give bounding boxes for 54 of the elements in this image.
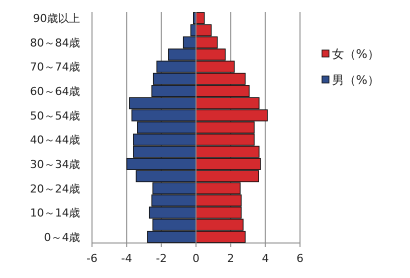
bar bbox=[152, 72, 196, 85]
legend-label: 女（%） bbox=[332, 47, 380, 61]
bar bbox=[137, 122, 196, 134]
y-tick-label: 30～34歳 bbox=[30, 158, 80, 171]
bar bbox=[182, 36, 196, 48]
bar bbox=[196, 60, 235, 73]
bar bbox=[133, 134, 196, 146]
y-tick-label: 90歳以上 bbox=[33, 12, 80, 26]
bar bbox=[126, 158, 196, 170]
bar bbox=[152, 182, 196, 194]
bar bbox=[196, 182, 241, 194]
bar bbox=[196, 134, 255, 146]
bar bbox=[196, 170, 259, 182]
bar bbox=[168, 48, 196, 61]
bar bbox=[152, 218, 196, 231]
y-tick-label: 70～74歳 bbox=[30, 60, 80, 74]
bar bbox=[147, 230, 196, 243]
x-tick-label: -2 bbox=[156, 252, 167, 265]
bar bbox=[131, 109, 196, 122]
bar bbox=[156, 60, 196, 73]
bar bbox=[196, 158, 261, 170]
bar bbox=[196, 72, 246, 85]
x-tick-label: -4 bbox=[121, 252, 132, 265]
bar bbox=[196, 194, 242, 206]
bar bbox=[196, 48, 226, 61]
x-tick-label: -6 bbox=[86, 252, 98, 265]
bar bbox=[196, 36, 218, 48]
y-tick-label: 80～84歳 bbox=[30, 36, 80, 50]
y-tick-label: 0～4歳 bbox=[44, 230, 80, 244]
bar bbox=[196, 146, 260, 158]
x-tick-label: 2 bbox=[227, 252, 234, 265]
bar bbox=[196, 230, 246, 243]
bar bbox=[196, 97, 260, 110]
bar bbox=[151, 85, 196, 98]
x-tick-label: 6 bbox=[296, 252, 304, 265]
bar bbox=[133, 146, 196, 158]
bar bbox=[196, 24, 212, 36]
y-tick-label: 10～14歳 bbox=[30, 206, 80, 220]
x-tick-label: 0 bbox=[192, 252, 200, 265]
bar bbox=[136, 170, 196, 182]
x-tick-label: 4 bbox=[262, 252, 269, 265]
bar bbox=[151, 194, 196, 206]
bar bbox=[196, 109, 268, 122]
y-tick-label: 20～24歳 bbox=[30, 182, 80, 196]
y-tick-label: 40～44歳 bbox=[30, 134, 80, 147]
bar bbox=[196, 206, 242, 219]
bar bbox=[129, 97, 196, 110]
bar bbox=[196, 85, 250, 98]
bar bbox=[148, 206, 196, 219]
y-tick-label: 60～64歳 bbox=[30, 85, 80, 98]
y-tick-label: 50～54歳 bbox=[30, 109, 80, 122]
bar bbox=[196, 218, 244, 231]
bar bbox=[196, 122, 255, 134]
legend-label: 男（%） bbox=[332, 73, 380, 87]
